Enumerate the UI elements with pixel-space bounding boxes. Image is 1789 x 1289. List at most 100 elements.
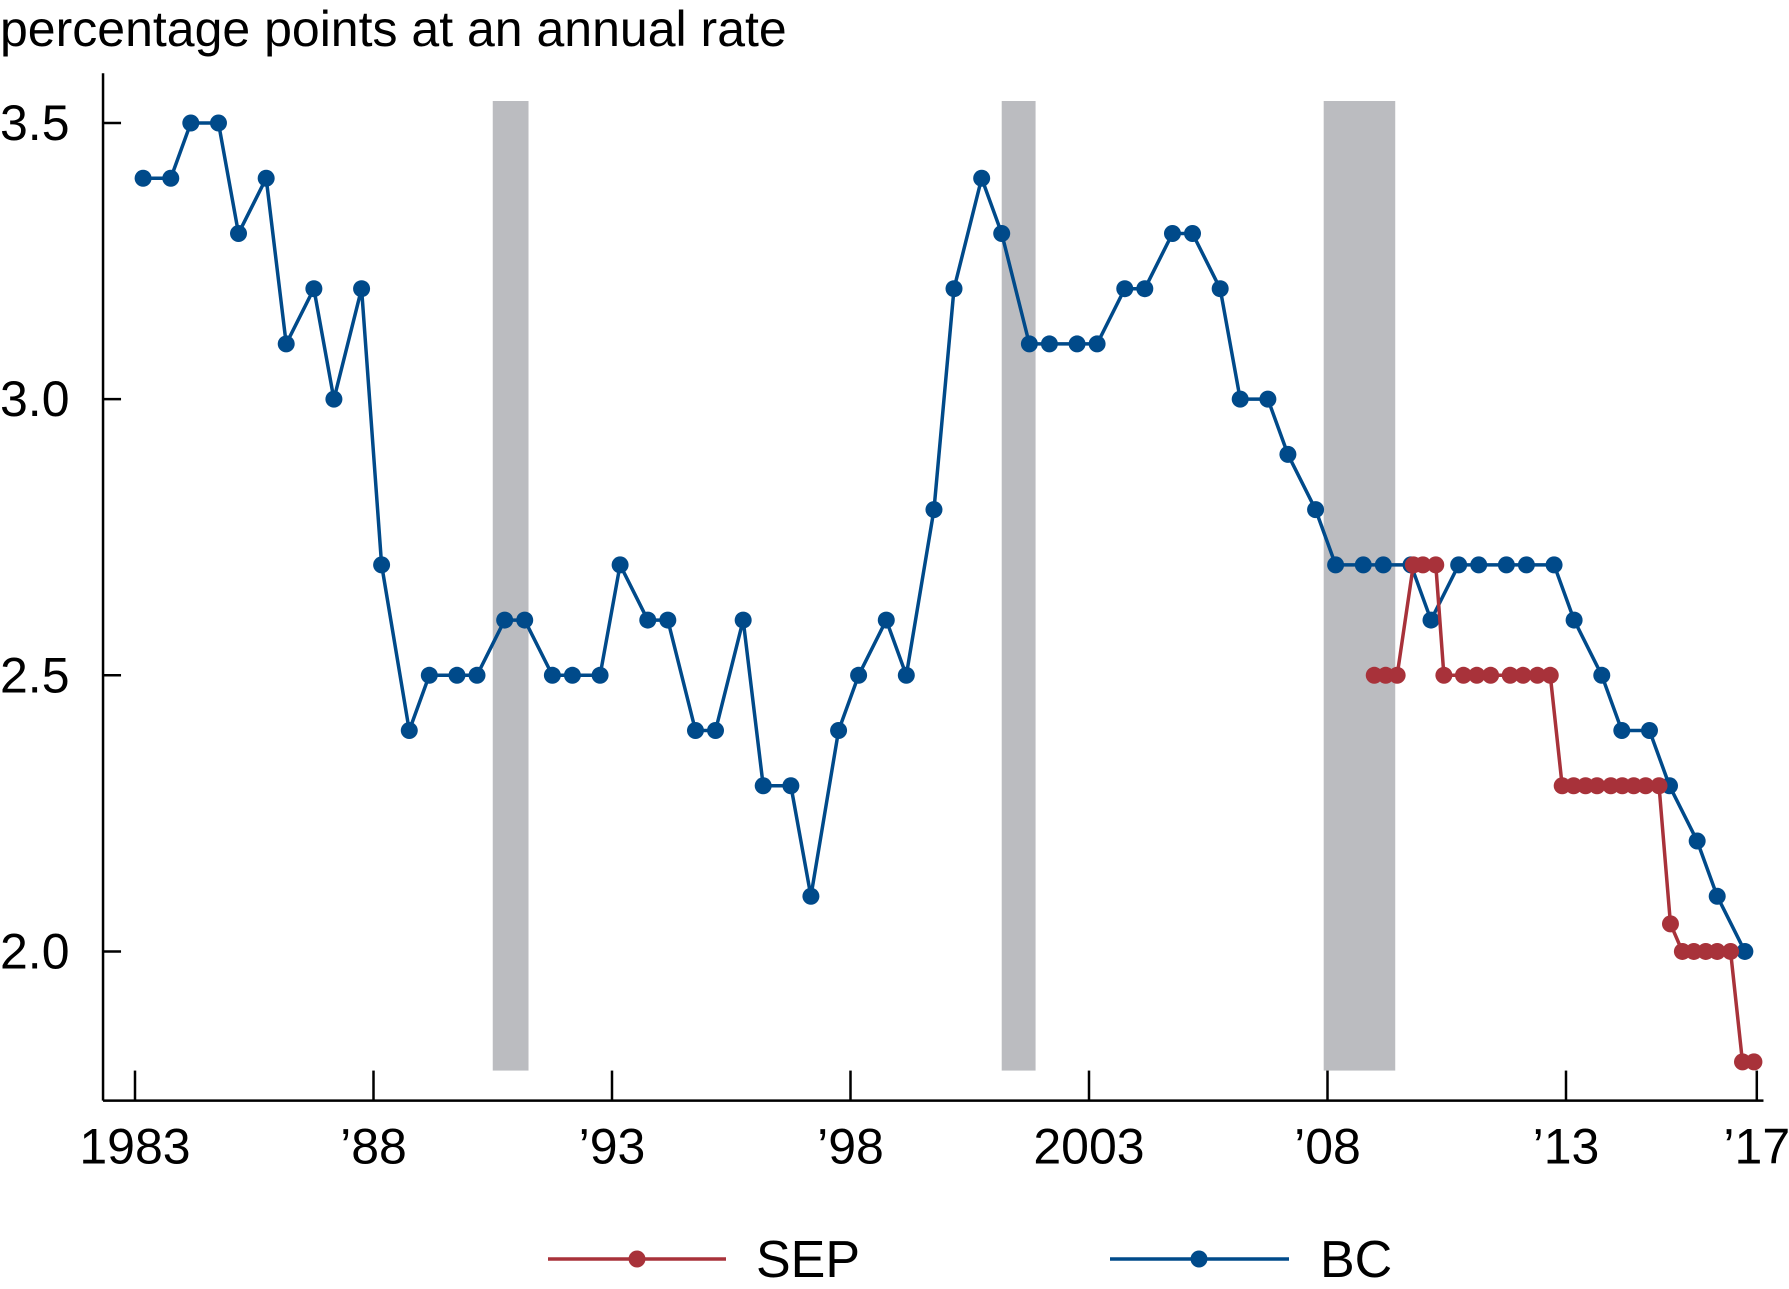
data-point-bc (543, 666, 561, 684)
data-point-bc (1688, 832, 1706, 850)
data-point-bc (686, 722, 704, 740)
data-point-bc (1470, 556, 1488, 574)
data-point-bc (591, 666, 609, 684)
legend: SEP BC (548, 1231, 1392, 1289)
data-point-sep (1588, 777, 1606, 795)
data-point-bc (1136, 280, 1154, 298)
axes: 2.0 2.5 3.0 3.5 1983 ’88 ’93 ’98 2003 ’08 ’13 ’17 (0, 73, 1789, 1175)
data-point-bc (305, 280, 323, 298)
data-point-sep (1454, 666, 1472, 684)
data-point-sep (1435, 666, 1453, 684)
data-point-bc (1184, 224, 1202, 242)
data-point-bc (1517, 556, 1535, 574)
data-point-sep (1745, 1053, 1763, 1071)
data-point-sep (1565, 777, 1583, 795)
data-point-bc (611, 556, 629, 574)
x-tick-label: ’88 (340, 1119, 407, 1175)
data-point-sep (1625, 777, 1643, 795)
recession-bar (1001, 101, 1036, 1071)
legend-sep-label: SEP (756, 1231, 860, 1289)
data-point-sep (1388, 666, 1406, 684)
data-point-sep (1708, 942, 1726, 960)
data-point-bc (877, 611, 895, 629)
data-point-bc (1354, 556, 1372, 574)
data-point-bc (1279, 445, 1297, 463)
data-point-bc (1327, 556, 1345, 574)
data-point-bc (1422, 611, 1440, 629)
data-point-bc (973, 169, 991, 187)
x-tick-label: ’98 (817, 1119, 884, 1175)
recession-bar (492, 101, 529, 1071)
data-point-bc (1068, 335, 1086, 353)
data-point-bc (1497, 556, 1515, 574)
data-point-bc (448, 666, 466, 684)
data-point-bc (802, 887, 820, 905)
data-point-bc (1259, 390, 1277, 408)
data-point-bc (1374, 556, 1392, 574)
data-point-bc (257, 169, 275, 187)
data-point-bc (1593, 666, 1611, 684)
data-point-bc (850, 666, 868, 684)
data-point-bc (993, 224, 1011, 242)
y-tick-label: 2.0 (0, 923, 70, 979)
data-point-bc (1116, 280, 1134, 298)
legend-sep-marker (628, 1250, 646, 1268)
data-point-bc (353, 280, 371, 298)
data-point-bc (563, 666, 581, 684)
data-point-bc (468, 666, 486, 684)
data-point-bc (1736, 942, 1754, 960)
y-tick-label: 3.5 (0, 95, 70, 151)
data-point-bc (162, 169, 180, 187)
data-point-bc (1211, 280, 1229, 298)
data-point-sep (1637, 777, 1655, 795)
data-point-bc (1163, 224, 1181, 242)
data-point-sep (1650, 777, 1668, 795)
data-point-bc (1565, 611, 1583, 629)
y-axis-label: percentage points at an annual rate (0, 1, 787, 57)
data-point-sep (1685, 942, 1703, 960)
x-tick-label: 2003 (1033, 1119, 1144, 1175)
data-point-bc (496, 611, 514, 629)
x-tick-label: ’17 (1723, 1119, 1789, 1175)
x-tick-label: 1983 (79, 1119, 190, 1175)
data-point-sep (1514, 666, 1532, 684)
data-point-bc (1088, 335, 1106, 353)
data-point-bc (925, 501, 943, 519)
y-tick-label: 3.0 (0, 371, 70, 427)
legend-bc-label: BC (1320, 1231, 1392, 1289)
recession-bar (1323, 101, 1396, 1071)
data-point-sep (1528, 666, 1546, 684)
data-point-bc (230, 224, 248, 242)
data-point-bc (734, 611, 752, 629)
data-point-bc (945, 280, 963, 298)
data-point-bc (373, 556, 391, 574)
series-group (134, 114, 1763, 1071)
data-point-bc (897, 666, 915, 684)
data-point-bc (1307, 501, 1325, 519)
x-tick-label: ’13 (1533, 1119, 1600, 1175)
data-point-sep (1414, 556, 1432, 574)
data-point-bc (325, 390, 343, 408)
data-point-bc (1708, 887, 1726, 905)
series-line-sep (1374, 563, 1754, 1064)
data-point-bc (1545, 556, 1563, 574)
data-point-bc (754, 777, 772, 795)
data-point-bc (1450, 556, 1468, 574)
data-point-bc (659, 611, 677, 629)
data-point-bc (1640, 722, 1658, 740)
data-point-bc (1231, 390, 1249, 408)
data-point-bc (182, 114, 200, 132)
data-point-sep (1501, 666, 1519, 684)
data-point-bc (830, 722, 848, 740)
data-point-sep (1541, 666, 1559, 684)
data-point-bc (782, 777, 800, 795)
data-point-bc (707, 722, 725, 740)
y-tick-label: 2.5 (0, 647, 70, 703)
data-point-bc (1613, 722, 1631, 740)
data-point-sep (1722, 942, 1740, 960)
data-point-bc (639, 611, 657, 629)
data-point-sep (1427, 556, 1445, 574)
data-point-bc (1020, 335, 1038, 353)
data-point-sep (1482, 666, 1500, 684)
